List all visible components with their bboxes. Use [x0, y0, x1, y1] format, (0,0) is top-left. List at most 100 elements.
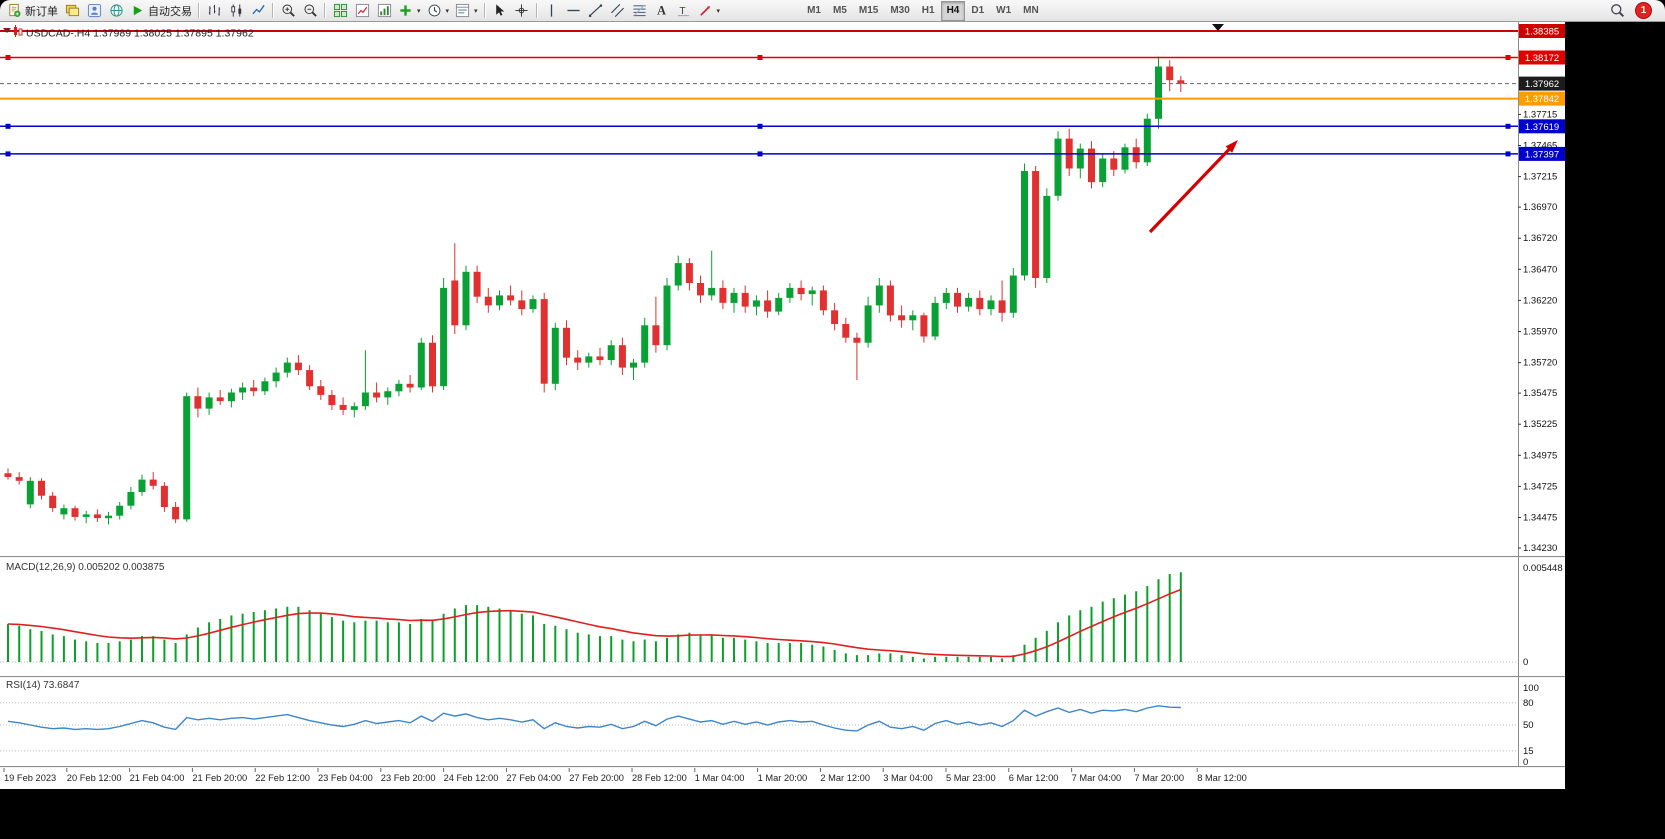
- svg-text:1.36470: 1.36470: [1523, 264, 1557, 275]
- horizontal-line-button[interactable]: [563, 1, 585, 21]
- chart-background: [0, 22, 1565, 789]
- zoom-in-button[interactable]: [277, 1, 299, 21]
- templates-button[interactable]: ▾: [452, 1, 481, 21]
- line-handle[interactable]: [1505, 123, 1511, 129]
- svg-text:28 Feb 12:00: 28 Feb 12:00: [632, 773, 687, 783]
- timeframe-m30[interactable]: M30: [884, 1, 915, 21]
- timeframe-m5[interactable]: M5: [827, 1, 853, 21]
- profile-button[interactable]: [83, 1, 105, 21]
- price-badge: [1519, 24, 1565, 38]
- plus-icon: [400, 5, 411, 16]
- annotation-arrow[interactable]: [1148, 140, 1238, 234]
- timeframe-h1[interactable]: H1: [916, 1, 941, 21]
- timeframe-d1[interactable]: D1: [965, 1, 990, 21]
- notification-badge[interactable]: 1: [1635, 2, 1652, 19]
- line-handle[interactable]: [5, 151, 11, 157]
- timeframe-m15[interactable]: M15: [853, 1, 884, 21]
- vertical-line-button[interactable]: [541, 1, 563, 21]
- channel-button[interactable]: [607, 1, 629, 21]
- price-axis[interactable]: 1.37715 1.37465 1.37215 1.36970 1.36720 1.364…: [1518, 109, 1563, 768]
- profile-icon: [87, 3, 101, 18]
- price-lines: [0, 30, 1518, 157]
- svg-text:19 Feb 2023: 19 Feb 2023: [4, 773, 56, 783]
- auto-trading-button[interactable]: 自动交易: [127, 1, 195, 21]
- stack-icon: [65, 4, 79, 17]
- line-handle[interactable]: [757, 151, 763, 157]
- svg-text:A: A: [657, 4, 666, 18]
- bar-chart-button[interactable]: [203, 1, 225, 21]
- chart-bars-icon: [377, 3, 391, 18]
- tile-windows-button[interactable]: [329, 1, 351, 21]
- zoom-out-icon: [303, 4, 317, 17]
- line-handle[interactable]: [1505, 55, 1511, 60]
- fibo-icon: [633, 5, 646, 17]
- new-order-button[interactable]: 新订单: [4, 1, 61, 21]
- chevron-down-icon: ▾: [445, 7, 450, 15]
- search-icon: [1610, 4, 1624, 18]
- rsi-pane: [0, 702, 1518, 752]
- chart-up-icon: [355, 3, 369, 18]
- time-marker-icon: [1212, 24, 1224, 31]
- timeframe-h4[interactable]: H4: [940, 0, 966, 21]
- svg-text:21 Feb 04:00: 21 Feb 04:00: [130, 773, 185, 783]
- svg-text:0.005448: 0.005448: [1523, 563, 1563, 574]
- toolbar: 新订单 自动交易 ▾ ▾ ▾ A T ▾ M1 M5 M15 M30 H1 H4 D1 W1 MN 1: [0, 0, 1665, 22]
- zoom-out-button[interactable]: [299, 1, 321, 21]
- search-button[interactable]: [1606, 1, 1628, 21]
- line-handle[interactable]: [757, 55, 763, 60]
- line-chart-button[interactable]: [247, 1, 269, 21]
- text-button[interactable]: A: [651, 1, 673, 21]
- trendline-icon: [588, 4, 603, 17]
- play-icon: [133, 5, 143, 16]
- rsi-label: RSI(14) 73.6847: [6, 680, 80, 691]
- toolbar-separator: [483, 3, 486, 18]
- periods-button[interactable]: ▾: [424, 1, 453, 21]
- svg-text:1.35970: 1.35970: [1523, 327, 1557, 338]
- trendline-button[interactable]: [585, 1, 607, 21]
- svg-text:1.37465: 1.37465: [1523, 141, 1557, 152]
- svg-text:1.34475: 1.34475: [1523, 513, 1557, 524]
- svg-text:1.35225: 1.35225: [1523, 419, 1557, 430]
- line-handle[interactable]: [5, 123, 11, 129]
- zoom-in-icon: [281, 4, 295, 17]
- line-handle[interactable]: [1505, 151, 1511, 157]
- candlestick-chart-button[interactable]: [225, 1, 247, 21]
- svg-text:23 Feb 20:00: 23 Feb 20:00: [381, 773, 436, 783]
- line-icon: [251, 4, 265, 15]
- svg-text:3 Mar 04:00: 3 Mar 04:00: [883, 773, 933, 783]
- svg-text:80: 80: [1523, 698, 1534, 709]
- svg-text:1 Mar 04:00: 1 Mar 04:00: [695, 773, 745, 783]
- charts-stack-button[interactable]: [61, 1, 83, 21]
- macd-signal-line: [7, 588, 1182, 658]
- cursor-button[interactable]: [489, 1, 511, 21]
- line-handle[interactable]: [757, 123, 763, 129]
- objects-list-button[interactable]: [373, 1, 395, 21]
- add-indicator-button[interactable]: ▾: [395, 1, 424, 21]
- price-badge: [1519, 50, 1565, 65]
- svg-text:100: 100: [1523, 683, 1539, 694]
- svg-text:1.37619: 1.37619: [1525, 122, 1559, 133]
- arrows-button[interactable]: ▾: [695, 1, 724, 21]
- fibonacci-button[interactable]: [629, 1, 651, 21]
- timeframe-mn[interactable]: MN: [1017, 1, 1045, 21]
- bars-icon: [208, 4, 220, 16]
- toolbar-separator: [272, 3, 274, 18]
- svg-text:1.34975: 1.34975: [1523, 450, 1557, 461]
- toolbar-separator: [324, 3, 326, 18]
- label-icon: T: [677, 6, 690, 17]
- community-button[interactable]: [105, 1, 127, 21]
- line-handle[interactable]: [5, 55, 11, 60]
- price-badge: [1519, 119, 1565, 134]
- timeframe-m1[interactable]: M1: [801, 1, 827, 21]
- label-button[interactable]: T: [673, 1, 695, 21]
- timeframe-w1[interactable]: W1: [990, 1, 1017, 21]
- svg-text:23 Feb 04:00: 23 Feb 04:00: [318, 773, 373, 783]
- svg-text:6 Mar 12:00: 6 Mar 12:00: [1009, 773, 1059, 783]
- svg-text:5 Mar 23:00: 5 Mar 23:00: [946, 773, 996, 783]
- indicators-button[interactable]: [351, 1, 373, 21]
- crosshair-button[interactable]: [511, 1, 533, 21]
- time-axis[interactable]: 19 Feb 2023 20 Feb 12:00 21 Feb 04:00 21 Fe…: [3, 768, 1247, 783]
- svg-text:15: 15: [1523, 746, 1534, 757]
- chart-area: 1.37715 1.37465 1.37215 1.36970 1.36720 1.364…: [0, 22, 1565, 789]
- price-chart[interactable]: 1.37715 1.37465 1.37215 1.36970 1.36720 1.364…: [0, 22, 1565, 789]
